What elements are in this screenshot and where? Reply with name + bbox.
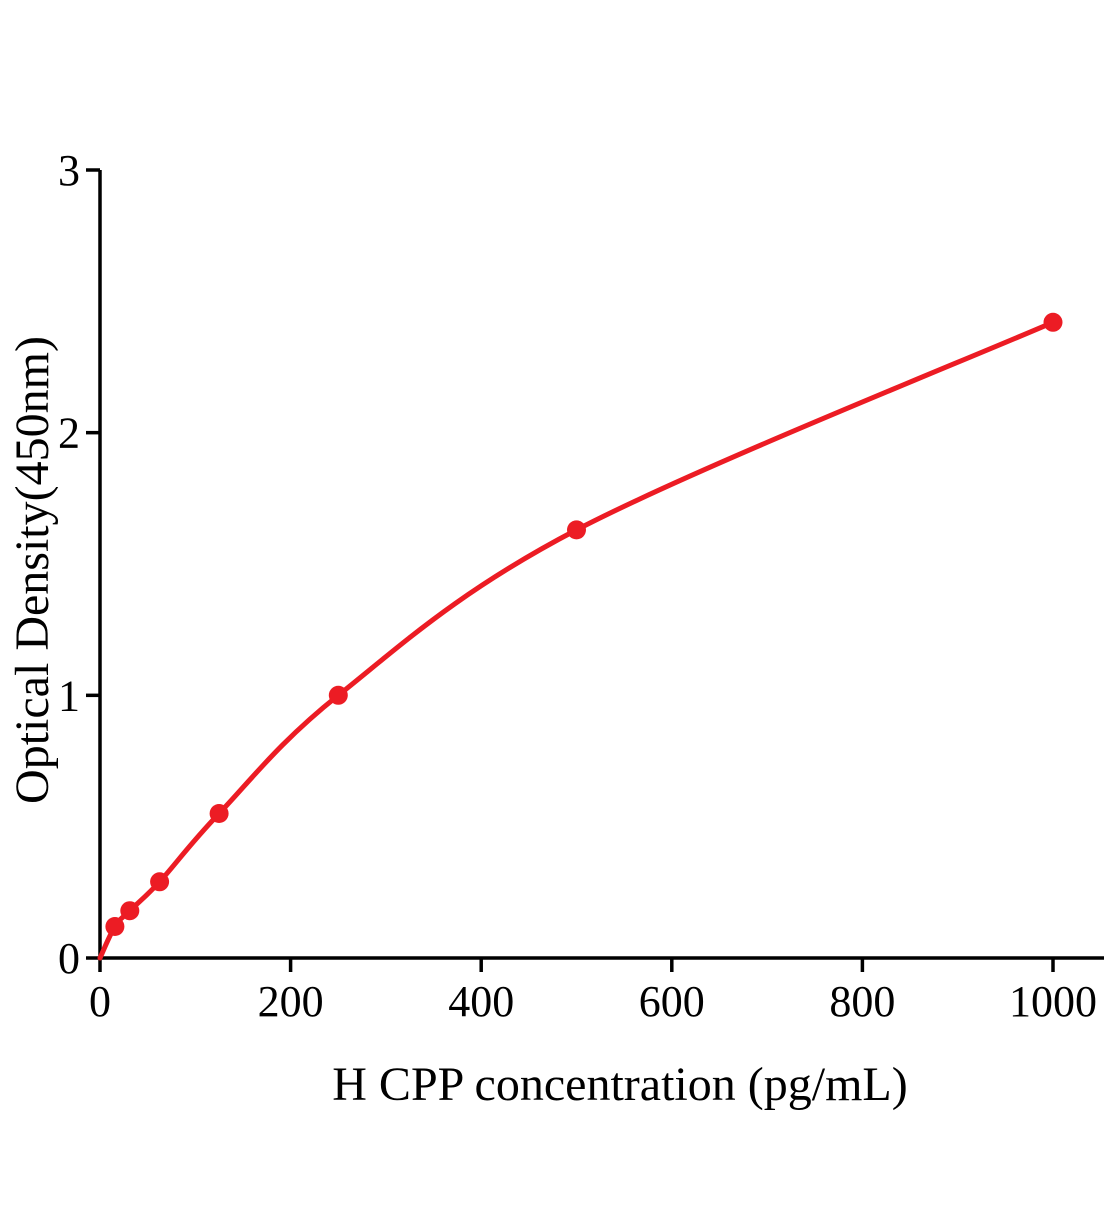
data-point-marker	[120, 901, 140, 921]
x-tick-label: 0	[89, 977, 111, 1026]
x-tick-label: 800	[829, 977, 895, 1026]
y-tick-label: 1	[58, 671, 80, 720]
axes-group: 0 200 400 600 800 1000 0 1 2 3	[58, 146, 1104, 1026]
data-point-marker	[328, 685, 348, 705]
y-tick-label: 0	[58, 934, 80, 983]
data-point-marker	[567, 520, 586, 540]
data-point-marker	[105, 917, 125, 936]
x-tick-label: 400	[448, 977, 514, 1026]
data-point-marker	[209, 804, 229, 823]
data-point-marker	[150, 872, 170, 892]
x-axis-title: H CPP concentration (pg/mL)	[332, 1058, 907, 1111]
standard-curve-line	[97, 319, 1056, 961]
x-tick-label: 1000	[1009, 977, 1097, 1026]
y-tick-label: 3	[58, 146, 80, 195]
labels-group: H CPP concentration (pg/mL) Optical Dens…	[6, 336, 908, 1111]
y-axis-title: Optical Density(450nm)	[6, 336, 59, 804]
data-point-marker	[1043, 312, 1063, 332]
x-tick-label: 200	[258, 977, 324, 1026]
x-tick-label: 600	[639, 977, 705, 1026]
y-tick-label: 2	[58, 409, 80, 458]
series-group	[97, 312, 1063, 961]
